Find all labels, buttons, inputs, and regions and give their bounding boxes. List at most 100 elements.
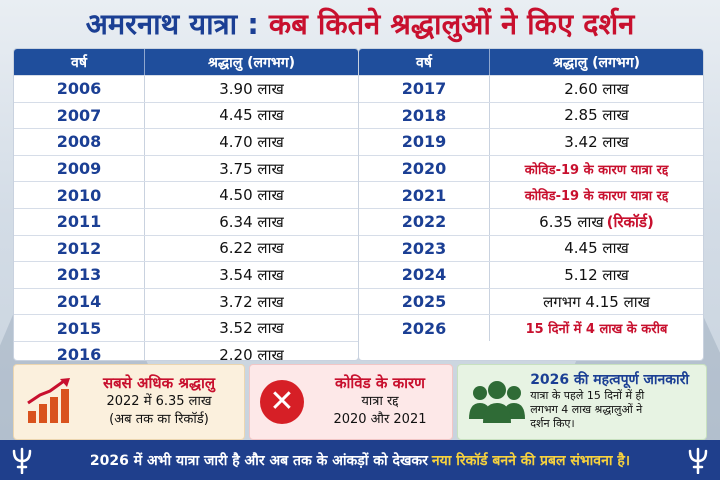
table-row: 2015 3.52 लाख <box>14 314 358 341</box>
row-devotees: 6.22 लाख <box>145 236 358 262</box>
row-devotees-value: 4.45 लाख <box>219 106 284 125</box>
trishul-icon <box>688 447 708 474</box>
row-devotees: 3.42 लाख <box>490 129 703 155</box>
info-cards: सबसे अधिक श्रद्धालु 2022 में 6.35 लाख (अ… <box>13 364 707 440</box>
header-devotees: श्रद्धालु (लगभग) <box>553 54 640 71</box>
card-line-1: यात्रा रद्द <box>361 394 399 409</box>
row-year: 2022 <box>359 208 490 235</box>
table-body-left: 2006 3.90 लाख 2007 4.45 लाख 2008 4.70 लाख 2009… <box>14 75 358 361</box>
row-devotees: 6.35 लाख (रिकॉर्ड) <box>490 209 703 235</box>
table-body-right: 2017 2.60 लाख 2018 2.85 लाख 2019 3.42 लाख 2020… <box>359 75 703 341</box>
title-part-1: अमरनाथ यात्रा : <box>85 7 269 41</box>
table-header: वर्ष श्रद्धालु (लगभग) <box>359 49 703 75</box>
table-row: 2020 कोविड-19 के कारण यात्रा रद्द <box>359 154 703 182</box>
footer-highlight: नया रिकॉर्ड बनने की प्रबल संभावना है। <box>431 452 631 469</box>
header-year: वर्ष <box>14 49 145 75</box>
row-year: 2021 <box>359 182 490 208</box>
header-devotees: श्रद्धालु (लगभग) <box>208 54 295 71</box>
row-year: 2025 <box>359 288 490 315</box>
table-header: वर्ष श्रद्धालु (लगभग) <box>14 49 358 75</box>
table-row: 2009 3.75 लाख <box>14 154 358 182</box>
row-year: 2026 <box>359 315 490 341</box>
table-row: 2011 6.34 लाख <box>14 207 358 235</box>
table-row: 2023 4.45 लाख <box>359 234 703 262</box>
table-row: 2026 15 दिनों में 4 लाख के करीब <box>359 314 703 341</box>
card-title: कोविड के कारण <box>334 374 425 392</box>
row-devotees-value: 4.45 लाख <box>564 239 629 258</box>
row-devotees-value: 6.34 लाख <box>219 212 284 231</box>
devotee-table-right: वर्ष श्रद्धालु (लगभग) 2017 2.60 लाख 2018 2.… <box>358 48 704 361</box>
row-devotees: 3.72 लाख <box>145 289 358 315</box>
card-line-2: लगभग 4 लाख श्रद्धालुओं ने <box>530 403 643 416</box>
row-year: 2015 <box>14 315 145 341</box>
table-row: 2006 3.90 लाख <box>14 75 358 102</box>
row-devotees: 3.52 लाख <box>145 315 358 341</box>
row-devotees-value: 3.42 लाख <box>564 132 629 151</box>
row-devotees: 15 दिनों में 4 लाख के करीब <box>490 315 703 341</box>
row-year: 2008 <box>14 129 145 155</box>
row-devotees-value: 6.35 लाख <box>539 212 604 231</box>
row-year: 2017 <box>359 76 490 102</box>
card-text: कोविड के कारण यात्रा रद्द 2020 और 2021 <box>308 373 452 429</box>
row-year: 2011 <box>14 208 145 235</box>
table-row: 2016 2.20 लाख <box>14 340 358 361</box>
row-devotees-value: 3.75 लाख <box>219 159 284 178</box>
table-row: 2008 4.70 लाख <box>14 128 358 155</box>
title-part-2: कब कितने श्रद्धालुओं ने किए दर्शन <box>268 7 635 41</box>
row-year: 2024 <box>359 262 490 288</box>
row-year: 2018 <box>359 102 490 129</box>
footer-text: 2026 में अभी यात्रा जारी है और अब तक के … <box>89 452 428 469</box>
card-line-3: दर्शन किए। <box>530 417 575 430</box>
row-devotees: 2.60 लाख <box>490 76 703 102</box>
row-devotees: लगभग 4.15 लाख <box>490 289 703 315</box>
row-year: 2020 <box>359 155 490 182</box>
row-year: 2007 <box>14 102 145 129</box>
row-year: 2019 <box>359 129 490 155</box>
table-row: 2019 3.42 लाख <box>359 128 703 155</box>
row-devotees-value: 3.90 लाख <box>219 79 284 98</box>
page-title: अमरनाथ यात्रा : कब कितने श्रद्धालुओं ने … <box>0 4 720 43</box>
row-devotees-value: 4.50 लाख <box>219 186 284 205</box>
row-devotees: 2.85 लाख <box>490 103 703 129</box>
row-devotees-value: 2.85 लाख <box>564 106 629 125</box>
row-devotees: 4.50 लाख <box>145 182 358 208</box>
row-devotees: 4.45 लाख <box>145 103 358 129</box>
row-year: 2023 <box>359 235 490 262</box>
row-devotees-value: 15 दिनों में 4 लाख के करीब <box>525 322 668 338</box>
row-devotees-value: 2.20 लाख <box>219 345 284 361</box>
row-devotees: 4.70 लाख <box>145 129 358 155</box>
row-devotees-value: 6.22 लाख <box>219 239 284 258</box>
row-devotees-value: कोविड-19 के कारण यात्रा रद्द <box>524 162 669 178</box>
row-devotees: कोविड-19 के कारण यात्रा रद्द <box>490 156 703 182</box>
bar-chart-arrow-icon <box>27 378 70 423</box>
row-devotees: 3.54 लाख <box>145 262 358 288</box>
row-year: 2009 <box>14 155 145 182</box>
row-devotees-value: 3.54 लाख <box>219 265 284 284</box>
row-devotees: 5.12 लाख <box>490 262 703 288</box>
row-year: 2014 <box>14 288 145 315</box>
row-year: 2006 <box>14 76 145 102</box>
row-devotees-value: 3.52 लाख <box>219 319 284 338</box>
table-row: 2007 4.45 लाख <box>14 101 358 129</box>
x-circle-icon: ✕ <box>259 380 304 424</box>
card-covid: ✕ कोविड के कारण यात्रा रद्द 2020 और 2021 <box>248 364 454 440</box>
table-row: 2018 2.85 लाख <box>359 101 703 129</box>
card-text: 2026 की महत्वपूर्ण जानकारी यात्रा के पहल… <box>530 370 706 431</box>
card-line-2: 2020 और 2021 <box>333 412 427 427</box>
table-row: 2017 2.60 लाख <box>359 75 703 102</box>
header-year: वर्ष <box>359 49 490 75</box>
card-text: सबसे अधिक श्रद्धालु 2022 में 6.35 लाख (अ… <box>76 373 242 429</box>
row-devotees-value: 4.70 लाख <box>219 132 284 151</box>
row-devotees-value: लगभग 4.15 लाख <box>543 292 650 311</box>
row-devotees-value: 5.12 लाख <box>564 265 629 284</box>
card-line-1: यात्रा के पहले 15 दिनों में ही <box>530 389 645 402</box>
trishul-icon <box>12 447 32 474</box>
row-devotees: 3.90 लाख <box>145 76 358 102</box>
table-row: 2012 6.22 लाख <box>14 234 358 262</box>
row-devotees: कोविड-19 के कारण यात्रा रद्द <box>490 182 703 208</box>
table-row: 2010 4.50 लाख <box>14 181 358 208</box>
row-year: 2012 <box>14 235 145 262</box>
row-devotees-value: कोविड-19 के कारण यात्रा रद्द <box>524 189 669 205</box>
table-row: 2013 3.54 लाख <box>14 261 358 288</box>
table-row: 2014 3.72 लाख <box>14 287 358 315</box>
